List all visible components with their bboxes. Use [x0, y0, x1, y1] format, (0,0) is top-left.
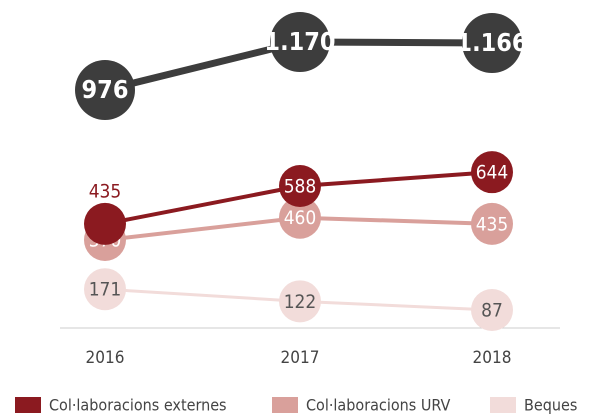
- legend-swatch: [272, 397, 298, 413]
- point: [471, 289, 513, 331]
- data-label: 435: [476, 213, 509, 235]
- data-label: 460: [284, 207, 317, 229]
- data-label: 644: [476, 162, 509, 184]
- legend-label: Beques: [524, 396, 577, 415]
- point: [279, 165, 321, 208]
- point: [270, 12, 330, 72]
- legend-label: Col·laboracions externes: [49, 396, 227, 415]
- data-label: 122: [284, 291, 317, 313]
- point: [75, 60, 135, 121]
- x-tick-label: 2016: [86, 348, 125, 368]
- point: [462, 12, 522, 73]
- point: [84, 268, 126, 311]
- legend-swatch: [15, 397, 41, 413]
- point: [279, 280, 321, 323]
- point: [84, 202, 126, 245]
- point: [279, 196, 321, 239]
- legend-label: Col·laboracions URV: [306, 396, 451, 415]
- x-tick-label: 2017: [281, 348, 320, 368]
- point: [471, 202, 513, 245]
- point: [471, 151, 513, 194]
- x-tick-label: 2018: [473, 348, 512, 368]
- data-label: 435: [89, 180, 122, 202]
- data-label: 1.166: [456, 28, 527, 57]
- data-label: 976: [82, 75, 129, 104]
- data-label: 171: [89, 279, 122, 301]
- data-label: 588: [284, 176, 317, 198]
- data-label: 87: [481, 300, 503, 322]
- legend-swatch: [490, 397, 516, 413]
- data-label: 1.170: [264, 27, 335, 56]
